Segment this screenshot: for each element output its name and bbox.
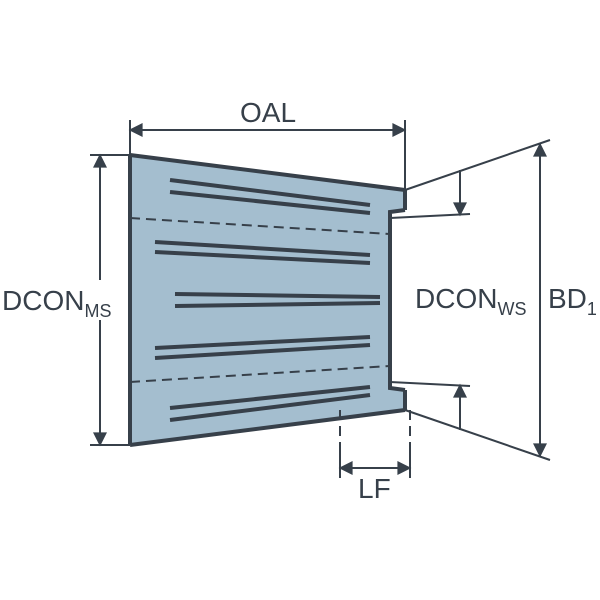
oal-label: OAL xyxy=(240,97,296,128)
collet-diagram: OAL DCONMS BD1 D xyxy=(0,0,600,600)
lf-label: LF xyxy=(358,473,391,504)
dcon-ws-label: DCONWS xyxy=(415,283,526,319)
dim-lf: LF xyxy=(340,445,410,504)
dim-dcon-ms: DCONMS xyxy=(2,155,130,445)
dim-dcon-ws: DCONWS xyxy=(390,170,526,430)
body-fill xyxy=(130,155,405,445)
bd1-label: BD1 xyxy=(548,283,597,319)
dcon-ms-label: DCONMS xyxy=(2,285,111,321)
collet-body xyxy=(130,155,410,445)
